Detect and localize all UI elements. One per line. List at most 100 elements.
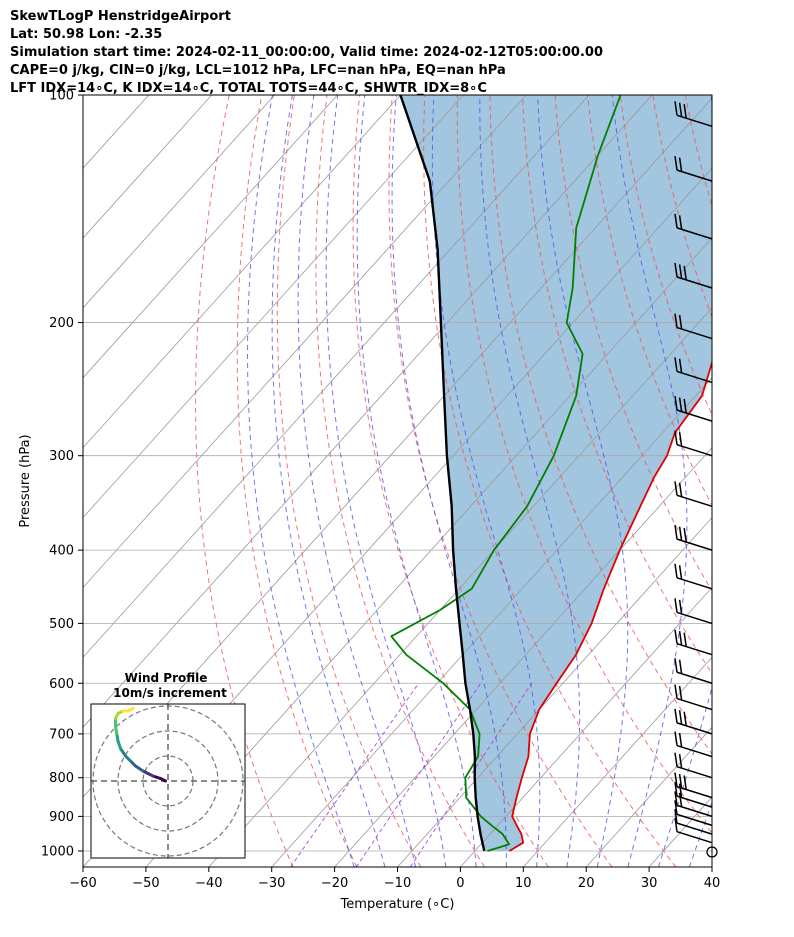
mixing-ratio-line: [290, 683, 420, 867]
moist-adiabat-line: [325, 95, 447, 867]
axes: −60 −50 −40 −30 −20 −10 0 10 20 30 40 100 200 300 400 5…: [18, 89, 720, 913]
wind-barb-flag: [678, 102, 683, 117]
x-tick-label: 40: [704, 876, 721, 891]
simulation-times: Simulation start time: 2024-02-11_00:00:…: [10, 45, 603, 60]
moist-adiabat-line: [391, 95, 507, 867]
moist-adiabat-line: [356, 95, 477, 867]
wind-barb-flag: [678, 526, 683, 541]
wind-barb: [674, 782, 713, 808]
wind-barb-staff: [676, 822, 713, 835]
wind-barb-flag: [678, 482, 683, 497]
wind-barb-flag: [674, 598, 678, 613]
wind-barb-flag: [678, 754, 683, 769]
wind-barb: [674, 156, 713, 182]
wind-barb-flag: [674, 708, 678, 723]
wind-barb: [674, 772, 713, 799]
wind-barb-flag: [678, 599, 683, 614]
y-tick-label: 600: [49, 677, 74, 692]
dry-adiabat-line: [276, 95, 422, 867]
isotherm-line: [83, 95, 527, 589]
moist-adiabat-line: [297, 95, 416, 867]
index-summary: LFT IDX=14∘C, K IDX=14∘C, TOTAL TOTS=44∘…: [10, 81, 487, 96]
x-axis-label: Temperature (∘C): [340, 897, 455, 912]
wind-barb: [674, 800, 713, 827]
wind-barb-flag: [674, 313, 678, 328]
wind-barb-flag: [678, 792, 683, 807]
wind-barb: [674, 731, 713, 758]
mixing-ratio-line: [355, 683, 482, 867]
moist-adiabat-line: [688, 800, 712, 867]
wind-barb: [674, 708, 713, 735]
isotherm-line: [460, 586, 712, 867]
wind-barb: [674, 525, 713, 551]
isotherm-line: [208, 307, 712, 867]
x-tick-label: −50: [132, 876, 159, 891]
hodograph-subtitle: 10m/s increment: [113, 686, 227, 700]
moist-adiabat-line: [537, 95, 629, 867]
y-tick-label: 500: [49, 617, 74, 632]
profile-lines: [390, 95, 712, 852]
hodograph-trace-segment: [134, 764, 145, 773]
wind-barb: [674, 598, 713, 625]
wind-barb-flag: [674, 772, 678, 787]
wind-barb-flag: [678, 397, 683, 412]
wind-barb-staff: [676, 766, 713, 779]
hodograph-title: Wind Profile: [125, 671, 208, 685]
mixing-ratio-line: [409, 683, 533, 867]
wind-barb-flag: [674, 752, 678, 767]
isotherm-line: [271, 377, 712, 867]
station-title: SkewTLogP HenstridgeAirport: [10, 9, 231, 24]
wind-barb-flag: [683, 775, 687, 790]
hodograph-trace-segment: [119, 747, 127, 758]
wind-barb-flag: [678, 565, 683, 580]
wind-barb-flag: [674, 156, 678, 171]
hodograph-trace-segment: [126, 707, 135, 713]
wind-barb: [674, 752, 713, 779]
wind-barb: [674, 395, 713, 422]
wind-barb: [674, 563, 713, 590]
wind-barb: [674, 791, 713, 818]
x-tick-label: −10: [384, 876, 411, 891]
x-tick-label: −60: [69, 876, 96, 891]
temperature-profile-line: [508, 359, 712, 852]
moist-adiabat-line: [246, 95, 355, 867]
wind-barb-flag: [674, 525, 678, 540]
wind-barb-staff: [676, 494, 713, 508]
moist-adiabat-line: [720, 95, 794, 867]
wind-barb-flag: [678, 685, 683, 701]
wind-barb-flag: [678, 710, 683, 725]
y-tick-label: 900: [49, 810, 74, 825]
wind-barb-flag: [683, 104, 687, 119]
wind-barb-flag: [674, 684, 678, 699]
wind-barb-flag: [674, 262, 678, 278]
wind-barb: [674, 684, 713, 711]
wind-barb-flag: [678, 264, 683, 279]
wind-barb-flag: [683, 711, 687, 726]
wind-barb-flag: [674, 629, 678, 644]
wind-barb: [674, 809, 713, 835]
wind-barb-flag: [674, 658, 678, 673]
y-tick-label: 800: [49, 771, 74, 786]
y-tick-label: 300: [49, 449, 74, 464]
wind-barb-staff: [676, 326, 713, 340]
wind-barb: [674, 101, 713, 128]
dry-adiabat-line: [456, 95, 712, 834]
wind-barb: [674, 262, 713, 289]
wind-barb: [674, 213, 713, 240]
wind-barb-flag: [674, 782, 678, 797]
parcel-profile-line: [399, 95, 486, 852]
dry-adiabat-line: [783, 95, 794, 867]
x-tick-label: −20: [321, 876, 348, 891]
x-tick-label: −30: [258, 876, 285, 891]
wind-barb: [674, 629, 713, 656]
y-tick-label: 1000: [41, 844, 74, 859]
dry-adiabat-line: [315, 95, 485, 867]
x-tick-label: 20: [578, 876, 595, 891]
moist-adiabat-line: [431, 95, 541, 867]
wind-barb-staff: [676, 577, 713, 590]
wind-barb-flag: [674, 213, 678, 228]
wind-barb-staff: [676, 114, 713, 128]
isotherm-line: [334, 447, 712, 867]
isotherm-line: [83, 95, 464, 519]
